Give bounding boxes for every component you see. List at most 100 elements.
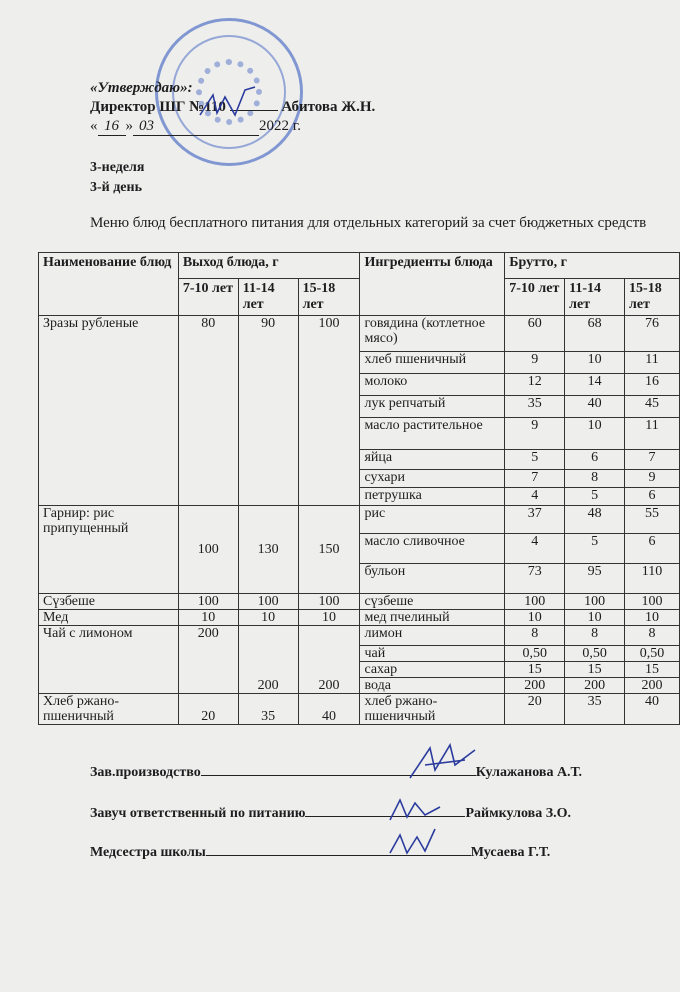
dish-output: 100 [297,593,361,610]
ingredient-brutto: 5 [504,449,566,470]
ingredient-brutto: 16 [624,373,680,396]
ingredient-brutto: 0,50 [564,645,626,662]
header-output: Выход блюда, г [177,252,361,279]
ingredient-brutto: 8 [564,625,626,646]
dish-output: 80 [177,315,239,506]
ingredient-brutto: 10 [564,609,626,626]
header-dish: Наименование блюд [38,252,179,316]
ingredient-brutto: 73 [504,563,566,594]
ingredient-name: масло растительное [359,417,506,450]
ingredient-brutto: 11 [624,351,680,374]
signature-name: Кулажанова А.Т. [475,765,582,780]
ingredient-name: лук репчатый [359,395,506,418]
table-row: Гарнир: рис припущенный 100 130 150 рис 37 48 5… [38,505,680,594]
header-brutto-age: 15-18 лет [624,278,680,316]
table-row: петрушка 4 5 6 [39,487,680,506]
ingredient-brutto: 0,50 [624,645,680,662]
dish-name: Хлеб ржано-пшеничный [38,693,179,725]
table-row: Сүзбеше 100 100 100 сүзбеше 100 100 100 [38,593,680,610]
signature-scribble [409,742,476,779]
ingredient-name: сүзбеше [359,593,506,610]
ingredient-name: рис [359,505,506,534]
dish-output: 90 [237,315,299,506]
ingredient-brutto: 7 [624,449,680,470]
official-stamp [155,18,303,166]
ingredient-brutto: 10 [564,351,626,374]
header-output-age: 11-14 лет [237,278,299,316]
table-row: чай 0,50 0,50 0,50 [39,645,680,662]
table-row: Зразы рубленые 80 90 100 говядина (котлетное… [38,315,680,506]
page-title: Меню блюд бесплатного питания для отдель… [90,215,647,231]
ingredient-brutto: 12 [504,373,566,396]
ingredient-brutto: 68 [564,315,626,352]
header-brutto-age: 11-14 лет [564,278,626,316]
director-line: Директор ШГ №110 Абитова Ж.Н. [90,99,375,116]
ingredient-brutto: 110 [624,563,680,594]
header-brutto: Брутто, г [504,252,680,279]
dish-output: 100 [177,505,239,594]
ingredient-brutto: 15 [624,661,680,678]
ingredient-brutto: 45 [624,395,680,418]
week-label: 3-неделя [90,160,145,175]
dish-name: Зразы рубленые [38,315,179,506]
ingredient-name: хлеб пшеничный [359,351,506,374]
ingredient-brutto: 8 [504,625,566,646]
director-title: Директор ШГ №110 [90,99,226,115]
header-ingredients: Ингредиенты блюда [359,252,506,316]
dish-output: 100 [237,593,299,610]
signature-scribble [389,828,436,855]
ingredient-name: бульон [359,563,506,594]
ingredient-brutto: 40 [564,395,626,418]
ingredient-name: лимон [359,625,506,646]
dish-output: 100 [297,315,361,506]
ingredient-name: мед пчелиный [359,609,506,626]
ingredient-brutto: 48 [564,505,626,534]
ingredient-brutto: 11 [624,417,680,450]
signature-row: Завуч ответственный по питанию Раймкулова… [90,806,571,822]
ingredient-brutto: 10 [564,417,626,450]
ingredient-name: вода [359,677,506,694]
dish-output: 200 [297,625,361,694]
dish-name: Гарнир: рис припущенный [38,505,179,594]
ingredient-brutto: 35 [564,693,626,725]
table-row: сахар 15 15 15 [39,661,680,678]
dish-output: 200 [177,625,239,694]
director-name: Абитова Ж.Н. [281,99,376,115]
signature-name: Мусаева Г.Т. [470,845,551,860]
dish-output: 100 [177,593,239,610]
signature-role: Завуч ответственный по питанию [90,806,306,821]
date-year: 2022 г. [259,118,301,134]
table-row: масло сливочное 4 5 6 [39,533,680,564]
signature-scribble [389,798,441,821]
header-output-age: 7-10 лет [177,278,239,316]
ingredient-brutto: 5 [564,533,626,564]
director-signature-line [229,110,278,111]
director-signature [199,86,256,117]
ingredient-brutto: 200 [564,677,626,694]
dish-output: 40 [297,693,361,725]
ingredient-brutto: 20 [504,693,566,725]
table-row: Хлеб ржано-пшеничный 20 35 40 хлеб ржано-пше… [38,693,680,725]
ingredient-brutto: 100 [564,593,626,610]
dish-name: Сүзбеше [38,593,179,610]
signature-role: Медсестра школы [90,845,206,860]
date-month: 03 [133,118,259,136]
ingredient-brutto: 95 [564,563,626,594]
ingredient-brutto: 60 [504,315,566,352]
ingredient-brutto: 6 [624,487,680,506]
signature-row: Зав.производство Кулажанова А.Т. [90,765,582,781]
ingredient-name: яйца [359,449,506,470]
ingredient-brutto: 9 [504,417,566,450]
table-row: лук репчатый 35 40 45 [39,395,680,418]
signature-name: Раймкулова З.О. [465,806,571,821]
ingredient-brutto: 6 [564,449,626,470]
ingredient-brutto: 9 [504,351,566,374]
dish-output: 200 [237,625,299,694]
ingredient-name: масло сливочное [359,533,506,564]
dish-output: 10 [237,609,299,626]
ingredient-brutto: 100 [504,593,566,610]
ingredient-brutto: 10 [624,609,680,626]
ingredient-brutto: 76 [624,315,680,352]
ingredient-brutto: 40 [624,693,680,725]
ingredient-name: хлеб ржано-пшеничный [359,693,506,725]
